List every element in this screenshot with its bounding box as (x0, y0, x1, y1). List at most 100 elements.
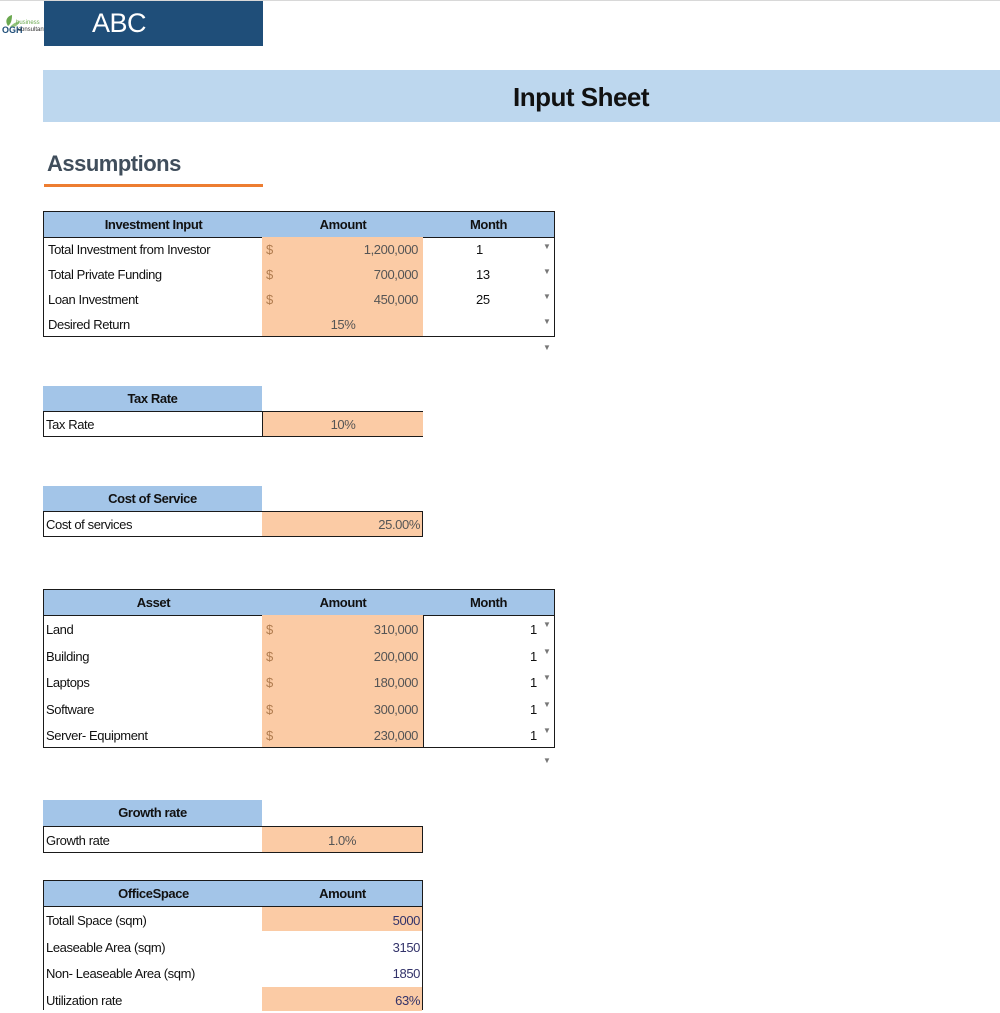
amount-value[interactable]: 450,000 (373, 292, 419, 307)
growth-rate-header: Growth rate (43, 800, 262, 827)
caret-down-icon[interactable]: ▼ (543, 292, 551, 301)
asset-label: Server- Equipment (46, 728, 148, 743)
table-row: Total Investment from Investor $1,200,000… (44, 237, 554, 262)
asset-amount[interactable]: 200,000 (373, 648, 419, 664)
currency-symbol: $ (266, 701, 273, 717)
amount-value[interactable]: 1,200,000 (363, 242, 419, 257)
table-row: Laptops $180,000 1 ▼ (44, 669, 554, 695)
title-banner: Input Sheet (43, 70, 1000, 122)
office-value[interactable]: 63% (395, 992, 420, 1008)
currency-symbol: $ (266, 728, 273, 743)
caret-down-icon[interactable]: ▼ (543, 726, 551, 735)
asset-label: Laptops (46, 675, 90, 690)
asset-month[interactable]: 1 (530, 622, 537, 637)
col-header-office-amount: Amount (263, 881, 422, 907)
office-value: 1850 (392, 966, 421, 981)
logo-text-mid: OGH (2, 25, 23, 35)
col-header-office-space: OfficeSpace (44, 881, 263, 907)
currency-symbol: $ (266, 648, 273, 664)
growth-rate-row: Growth rate 1.0% (43, 826, 423, 853)
tax-rate-row: Tax Rate 10% (43, 411, 423, 437)
section-underline (44, 184, 263, 187)
asset-month[interactable]: 1 (530, 728, 537, 743)
cost-of-service-row: Cost of services 25.00% (43, 511, 423, 537)
caret-down-icon[interactable]: ▼ (543, 317, 551, 326)
table-row: Building $200,000 1 ▼ (44, 643, 554, 669)
company-name: ABC Company (44, 1, 263, 83)
asset-amount[interactable]: 300,000 (373, 701, 419, 717)
office-value: 3150 (392, 939, 421, 955)
caret-down-icon[interactable]: ▼ (543, 343, 551, 352)
growth-rate-input[interactable]: 1.0% (262, 827, 422, 852)
office-value[interactable]: 5000 (392, 913, 421, 928)
col-header-amount: Amount (263, 212, 423, 238)
table-row: Software $300,000 1 ▼ (44, 696, 554, 722)
col-header-asset-month: Month (423, 590, 554, 616)
tax-rate-input[interactable]: 10% (262, 412, 423, 436)
row-label: Total Investment from Investor (48, 242, 211, 257)
table-row: Non- Leaseable Area (sqm) 1850 (44, 960, 422, 986)
table-row: Totall Space (sqm) 5000 (44, 907, 422, 933)
amount-value[interactable]: 700,000 (373, 267, 419, 282)
office-space-table: OfficeSpace Amount Totall Space (sqm) 500… (43, 880, 423, 1011)
asset-table: Asset Amount Month Land $310,000 1 ▼ Buildin… (43, 589, 555, 748)
growth-rate-label: Growth rate (46, 833, 110, 848)
growth-rate-table: Growth rate Growth rate 1.0% (43, 800, 423, 854)
currency-symbol: $ (266, 622, 273, 637)
table-row: Leaseable Area (sqm) 3150 (44, 934, 422, 960)
logo-text-top: business (16, 20, 40, 26)
col-header-asset: Asset (44, 590, 263, 616)
caret-down-icon[interactable]: ▼ (543, 620, 551, 629)
table-row: Land $310,000 1 ▼ (44, 616, 554, 642)
tax-rate-table: Tax Rate Tax Rate 10% (43, 386, 423, 438)
row-label: Loan Investment (48, 292, 139, 307)
office-label: Non- Leaseable Area (sqm) (46, 966, 195, 981)
caret-down-icon[interactable]: ▼ (543, 673, 551, 682)
currency-symbol: $ (266, 675, 273, 690)
cost-of-service-table: Cost of Service Cost of services 25.00% (43, 486, 423, 538)
row-label: Desired Return (48, 317, 130, 332)
month-value[interactable]: 25 (476, 292, 490, 307)
currency-symbol: $ (266, 242, 273, 257)
month-value[interactable]: 1 (476, 242, 483, 257)
caret-down-icon[interactable]: ▼ (543, 646, 551, 656)
asset-column-divider (423, 615, 424, 747)
asset-amount[interactable]: 230,000 (373, 728, 419, 743)
leaf-icon (6, 15, 20, 28)
col-header-asset-amount: Amount (263, 590, 423, 616)
top-border (0, 0, 1000, 1)
cost-of-service-input[interactable]: 25.00% (262, 512, 422, 536)
caret-down-icon[interactable]: ▼ (543, 699, 551, 709)
page-title: Input Sheet (513, 82, 650, 112)
growth-rate-value: 1.0% (327, 833, 357, 848)
tax-rate-label: Tax Rate (46, 417, 95, 432)
asset-input-column-fill (262, 615, 423, 747)
company-logo: business OGH consultants (2, 14, 48, 44)
table-row: Server- Equipment $230,000 1 ▼ (44, 722, 554, 748)
col-header-investment: Investment Input (44, 212, 263, 238)
table-row: Loan Investment $450,000 25 ▼ (44, 287, 554, 312)
office-label: Totall Space (sqm) (46, 913, 147, 928)
table-row: Desired Return 15% ▼ (44, 312, 554, 337)
caret-down-icon[interactable]: ▼ (543, 242, 551, 251)
section-title: Assumptions (47, 151, 181, 176)
investment-table: Investment Input Amount Month Total Inve… (43, 211, 555, 337)
asset-label: Building (46, 648, 90, 664)
asset-label: Land (46, 622, 74, 637)
caret-down-icon[interactable]: ▼ (543, 756, 551, 765)
office-label: Leaseable Area (sqm) (46, 939, 166, 955)
asset-month[interactable]: 1 (530, 648, 537, 664)
month-value[interactable]: 13 (476, 267, 490, 282)
asset-amount[interactable]: 310,000 (373, 622, 419, 637)
caret-down-icon[interactable]: ▼ (543, 267, 551, 276)
currency-symbol: $ (266, 267, 273, 282)
amount-value[interactable]: 15% (330, 317, 356, 332)
asset-month[interactable]: 1 (530, 675, 537, 690)
asset-label: Software (46, 701, 95, 717)
asset-month[interactable]: 1 (530, 701, 537, 717)
asset-amount[interactable]: 180,000 (373, 675, 419, 690)
cost-of-service-header: Cost of Service (43, 486, 262, 512)
input-cell-fill (262, 907, 422, 931)
table-row: Total Private Funding $700,000 13 ▼ (44, 262, 554, 287)
tax-rate-value: 10% (330, 417, 356, 432)
